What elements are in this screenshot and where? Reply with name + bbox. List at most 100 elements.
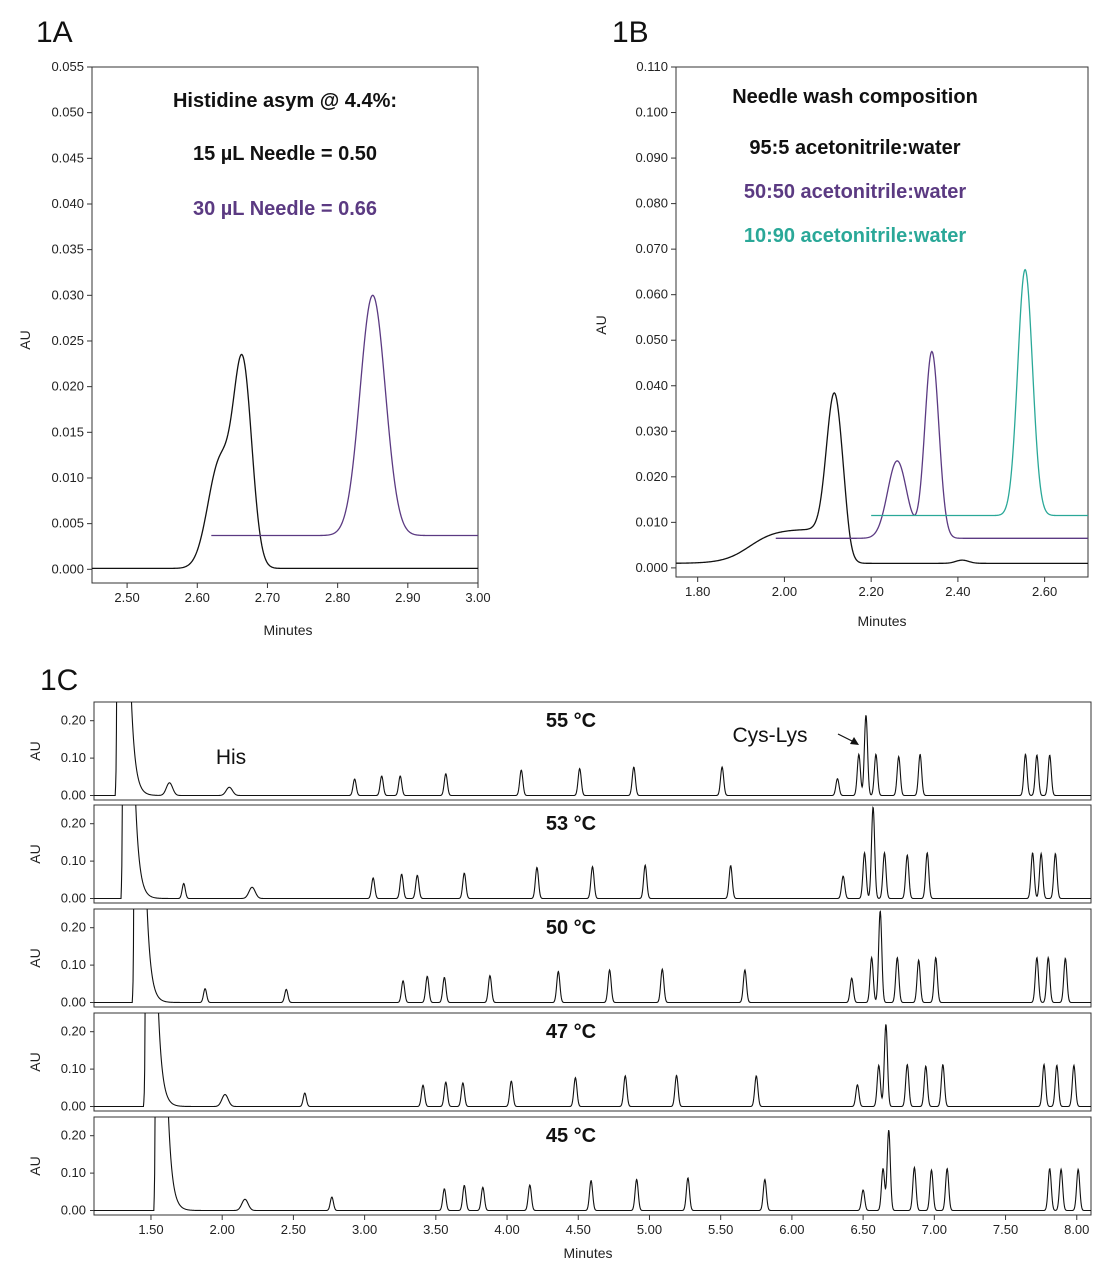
y-tick-label-1c: 0.10 (61, 750, 86, 765)
y-tick-label-1a: 0.050 (51, 105, 84, 120)
y-tick-label-1c: 0.10 (61, 853, 86, 868)
y-tick-label-1c: 0.00 (61, 1099, 86, 1114)
y-tick-label-1b: 0.050 (635, 332, 668, 347)
series-line-1b-1 (675, 391, 1088, 564)
x-tick-label-1a: 2.50 (114, 590, 139, 605)
chromatogram-line (94, 909, 1091, 1004)
y-tick-label-1a: 0.035 (51, 242, 84, 257)
y-tick-label-1a: 0.020 (51, 379, 84, 394)
y-tick-label-1c: 0.10 (61, 1061, 86, 1076)
y-tick-label-1c: 0.10 (61, 1165, 86, 1180)
x-tick-label-1b: 1.80 (685, 584, 710, 599)
x-tick-label-1c: 1.50 (138, 1222, 163, 1237)
temperature-label: 55 °C (546, 710, 596, 732)
y-axis-label-1c: AU (27, 948, 43, 967)
cys-lys-arrowhead (850, 737, 859, 745)
x-axis-label-1a: Minutes (263, 622, 312, 638)
x-tick-label-1b: 2.20 (859, 584, 884, 599)
needle-30-label: 30 µL Needle = 0.66 (193, 198, 377, 220)
chromatogram-line (94, 1013, 1091, 1108)
x-tick-label-1a: 3.00 (465, 590, 490, 605)
y-tick-label-1c: 0.00 (61, 1203, 86, 1218)
trace-frame (93, 804, 1092, 904)
series-line-1b-3 (871, 268, 1088, 517)
trace-frame (93, 908, 1092, 1008)
y-tick-label-1c: 0.20 (61, 713, 86, 728)
trace-frame (93, 701, 1092, 801)
x-tick-label-1a: 2.80 (325, 590, 350, 605)
y-axis-label-1b: AU (593, 315, 609, 334)
x-tick-label-1c: 7.50 (993, 1222, 1018, 1237)
y-tick-label-1c: 0.00 (61, 995, 86, 1010)
series-line-1b-2 (775, 350, 1088, 539)
y-axis-label-1c: AU (27, 741, 43, 760)
temperature-label: 47 °C (546, 1021, 596, 1043)
panel-label-1a: 1A (36, 16, 73, 49)
trace-frame (93, 1116, 1092, 1216)
x-tick-label-1c: 3.00 (352, 1222, 377, 1237)
y-tick-label-1a: 0.015 (51, 424, 84, 439)
asym-title: Histidine asym @ 4.4%: (173, 90, 397, 112)
y-tick-label-1a: 0.005 (51, 516, 84, 531)
x-tick-label-1a: 2.60 (185, 590, 210, 605)
x-tick-label-1c: 6.00 (779, 1222, 804, 1237)
x-tick-label-1c: 2.50 (281, 1222, 306, 1237)
y-tick-label-1a: 0.045 (51, 150, 84, 165)
panel-label-1c: 1C (40, 664, 78, 697)
x-tick-label-1c: 7.00 (922, 1222, 947, 1237)
y-tick-label-1b: 0.110 (636, 59, 668, 74)
chromatogram-line (94, 702, 1091, 797)
his-label: His (216, 746, 246, 769)
trace-5: 0.00 0.10 0.20 AU 45 °C (27, 1116, 1092, 1218)
temperature-label: 53 °C (546, 813, 596, 835)
x-tick-label-1c: 3.50 (423, 1222, 448, 1237)
wash-95-5-label: 95:5 acetonitrile:water (749, 137, 960, 159)
y-axis-label-1c: AU (27, 844, 43, 863)
trace-2: 0.00 0.10 0.20 AU 53 °C (27, 804, 1092, 906)
trace-4: 0.00 0.10 0.20 AU 47 °C (27, 1012, 1092, 1114)
x-tick-label-1a: 2.90 (395, 590, 420, 605)
y-tick-label-1b: 0.010 (635, 514, 668, 529)
trace-frame (93, 1012, 1092, 1112)
series-line-1a-1 (92, 353, 478, 570)
y-tick-label-1c: 0.00 (61, 891, 86, 906)
chart-1c: 1C 0.00 0.10 0.20 AU 55 °C His Cys-Lys 0.00 0.10… (27, 664, 1092, 1261)
chart-1a: 1A 0.000 0.005 0.010 0.015 0.020 0.025 0.030 0.… (17, 16, 491, 638)
x-tick-label-1c: 4.00 (494, 1222, 519, 1237)
plot-frame-1a (91, 66, 479, 584)
chromatogram-line (94, 805, 1091, 900)
y-tick-label-1a: 0.055 (51, 59, 84, 74)
x-tick-label-1c: 5.50 (708, 1222, 733, 1237)
trace-1: 0.00 0.10 0.20 AU 55 °C His Cys-Lys (27, 701, 1092, 803)
y-tick-label-1a: 0.025 (51, 333, 84, 348)
chart-1b: 1B 0.000 0.010 0.020 0.030 0.040 0.050 0.060 0.… (593, 16, 1089, 629)
x-tick-label-1c: 6.50 (850, 1222, 875, 1237)
y-tick-label-1b: 0.090 (635, 150, 668, 165)
y-tick-label-1b: 0.070 (635, 241, 668, 256)
wash-10-90-label: 10:90 acetonitrile:water (744, 225, 967, 247)
y-tick-label-1b: 0.000 (635, 560, 668, 575)
y-axis-label-1a: AU (17, 330, 33, 349)
y-tick-label-1c: 0.10 (61, 957, 86, 972)
trace-3: 0.00 0.10 0.20 AU 50 °C (27, 908, 1092, 1010)
plot-frame-1b (675, 66, 1089, 578)
y-axis-label-1c: AU (27, 1052, 43, 1071)
x-axis-label-1c: Minutes (563, 1245, 612, 1261)
x-tick-label-1c: 8.00 (1064, 1222, 1089, 1237)
y-tick-label-1b: 0.100 (635, 105, 668, 120)
wash-title: Needle wash composition (732, 86, 978, 108)
y-tick-label-1b: 0.060 (635, 287, 668, 302)
x-tick-label-1b: 2.00 (772, 584, 797, 599)
needle-15-label: 15 µL Needle = 0.50 (193, 143, 377, 165)
panel-label-1b: 1B (612, 16, 649, 49)
y-tick-label-1b: 0.080 (635, 196, 668, 211)
x-tick-label-1c: 2.00 (210, 1222, 235, 1237)
series-line-1a-2 (211, 294, 478, 537)
y-tick-label-1a: 0.000 (51, 561, 84, 576)
cys-lys-label: Cys-Lys (732, 724, 807, 747)
y-tick-label-1b: 0.040 (635, 378, 668, 393)
y-tick-label-1c: 0.20 (61, 816, 86, 831)
y-tick-label-1c: 0.00 (61, 788, 86, 803)
y-tick-label-1c: 0.20 (61, 1024, 86, 1039)
